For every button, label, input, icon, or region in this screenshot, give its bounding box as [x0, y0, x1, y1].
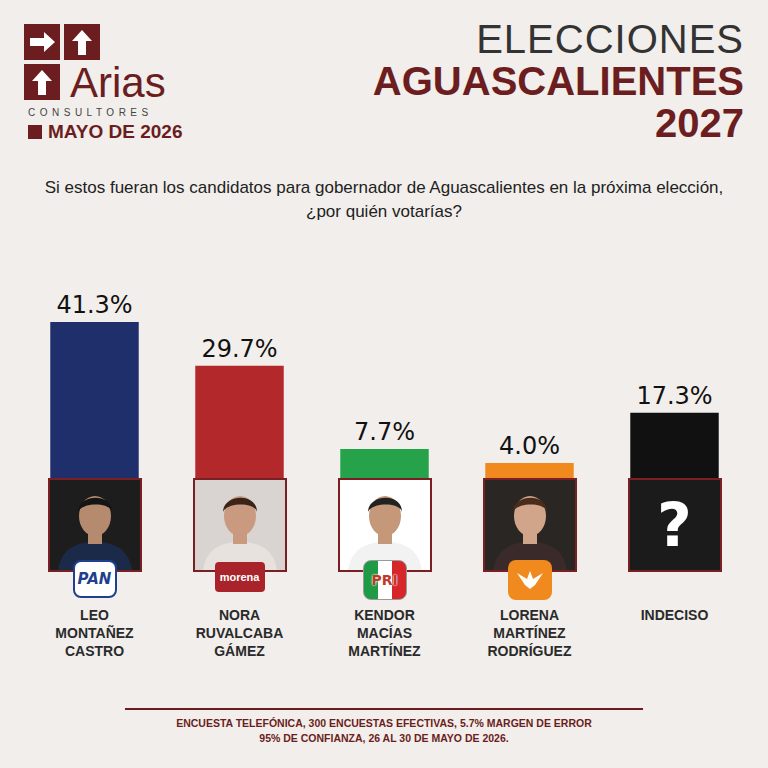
svg-text:NORARUVALCABAGÁMEZ: NORARUVALCABAGÁMEZ: [196, 607, 284, 659]
html-text:MAYO DE 2026: MAYO DE 2026: [48, 121, 183, 142]
svg-text:LORENAMARTÍNEZRODRÍGUEZ: LORENAMARTÍNEZRODRÍGUEZ: [488, 607, 572, 659]
svg-text:29.7%: 29.7%: [201, 335, 277, 363]
svg-text:41.3%: 41.3%: [56, 291, 132, 319]
svg-text:4.0%: 4.0%: [499, 432, 560, 460]
html-text:AGUASCALIENTES: AGUASCALIENTES: [372, 59, 744, 103]
html-text:PAN: PAN: [77, 570, 112, 588]
svg-text:INDECISO: INDECISO: [641, 607, 709, 623]
html-text:PRI: PRI: [371, 572, 398, 588]
html-text:ENCUESTA TELEFÓNICA, 300 ENCUE: ENCUESTA TELEFÓNICA, 300 ENCUESTAS EFECT…: [176, 717, 592, 729]
svg-text:17.3%: 17.3%: [636, 382, 712, 410]
html-text:2027: 2027: [655, 101, 744, 145]
html-text:95% DE CONFIANZA, 26 AL 30 DE: 95% DE CONFIANZA, 26 AL 30 DE MAYO DE 20…: [259, 732, 509, 744]
svg-text:LEOMONTAÑEZCASTRO: LEOMONTAÑEZCASTRO: [55, 607, 134, 659]
html-text:Arias: Arias: [70, 59, 166, 106]
html-text:ELECCIONES: ELECCIONES: [476, 17, 744, 61]
svg-text:KENDORMACÍASMARTÍNEZ: KENDORMACÍASMARTÍNEZ: [348, 607, 421, 659]
html-text:Si estos fueran los candidatos: Si estos fueran los candidatos para gobe…: [44, 178, 724, 221]
html-text:CONSULTORES: CONSULTORES: [28, 107, 153, 118]
svg-text:7.7%: 7.7%: [354, 418, 415, 446]
html-text:morena: morena: [219, 571, 260, 583]
